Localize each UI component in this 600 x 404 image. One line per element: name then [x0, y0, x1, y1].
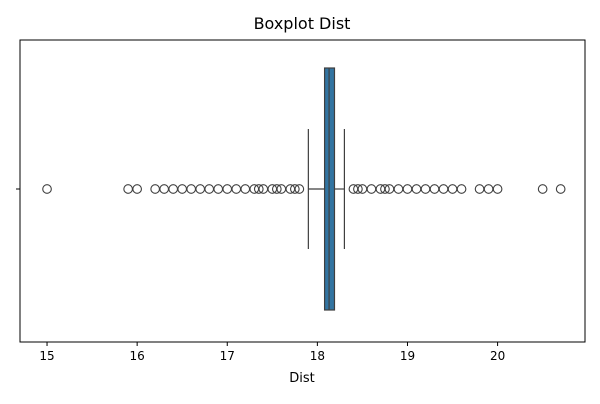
outlier-point: [222, 184, 233, 194]
outlier-point: [456, 184, 467, 194]
outlier-point: [474, 184, 485, 194]
x-tick-label: 15: [39, 349, 54, 363]
outlier-point: [492, 184, 503, 194]
outlier-point: [447, 184, 458, 194]
outlier-point: [177, 184, 188, 194]
x-tick-label: 19: [400, 349, 415, 363]
outlier-point: [271, 184, 282, 194]
outlier-point: [353, 184, 363, 194]
outlier-point: [132, 184, 142, 194]
chart-title: Boxplot Dist: [254, 14, 351, 33]
outlier-point: [380, 184, 390, 194]
x-axis: 15 16 17 18 19 20: [39, 342, 505, 363]
outlier-point: [231, 184, 242, 194]
outlier-point: [150, 184, 161, 194]
outlier-point: [195, 184, 206, 194]
x-tick-label: 20: [490, 349, 505, 363]
outlier-point: [411, 184, 422, 194]
outlier-point: [438, 184, 449, 194]
outlier-point: [483, 184, 494, 194]
outlier-point: [402, 184, 413, 194]
outlier-point: [537, 184, 548, 194]
x-tick-label: 18: [310, 349, 325, 363]
outlier-point: [555, 184, 566, 194]
x-tick-label: 17: [220, 349, 235, 363]
outlier-point: [366, 184, 377, 194]
outlier-point: [429, 184, 440, 194]
outlier-point: [289, 184, 300, 194]
outlier-point: [42, 184, 52, 194]
boxplot-layer: [307, 67, 346, 311]
outlier-point: [420, 184, 431, 194]
outlier-point: [123, 184, 133, 194]
outlier-point: [393, 184, 404, 194]
outlier-point: [213, 184, 224, 194]
x-tick-label: 16: [130, 349, 145, 363]
outlier-point: [253, 184, 264, 194]
outlier-point: [240, 184, 251, 194]
outlier-point: [204, 184, 215, 194]
outlier-point: [168, 184, 179, 194]
outlier-point: [294, 184, 305, 194]
outlier-point: [159, 184, 170, 194]
axes-frame: [19, 39, 586, 343]
outlier-point: [186, 184, 197, 194]
x-axis-label: Dist: [289, 371, 315, 386]
outliers-layer: [42, 184, 566, 194]
